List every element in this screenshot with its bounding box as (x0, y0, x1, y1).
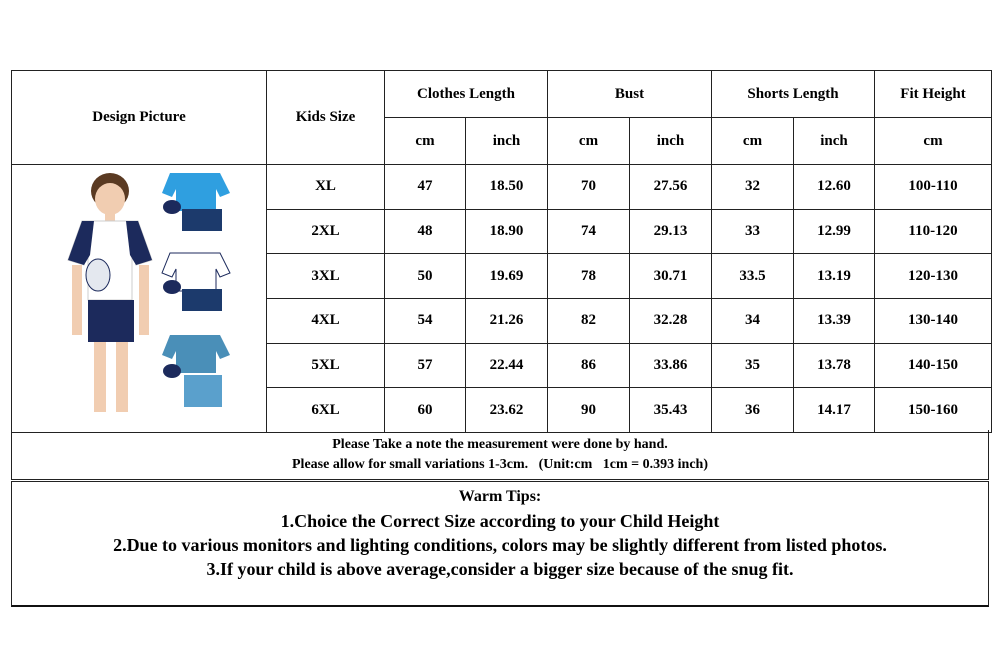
unit-header: inch (465, 117, 548, 165)
design-picture-header: Design Picture (11, 70, 267, 165)
value-cell: 78 (547, 253, 630, 299)
value-cell: 130-140 (874, 297, 992, 344)
value-cell: 90 (547, 387, 630, 433)
note-line: Please Take a note the measurement were … (332, 437, 668, 452)
value-cell: 14.17 (793, 387, 875, 433)
value-cell: 82 (547, 297, 630, 344)
clothes-length-header: Clothes Length (384, 70, 548, 118)
value-cell: 27.56 (629, 164, 712, 210)
value-cell: 29.13 (629, 208, 712, 255)
design-picture (11, 164, 267, 433)
shorts-length-header: Shorts Length (711, 70, 875, 118)
header-row-groups: Design Picture Kids Size Clothes Length … (11, 70, 992, 165)
table-row: 4XL 54 21.26 82 32.28 34 13.39 130-140 (12, 297, 992, 344)
value-cell: 32 (711, 164, 794, 210)
size-cell: 6XL (266, 387, 385, 433)
product-photo-image (67, 173, 231, 412)
value-cell: 23.62 (465, 387, 548, 433)
kids-size-header: Kids Size (266, 70, 385, 165)
value-cell: 110-120 (874, 208, 992, 255)
value-cell: 140-150 (874, 342, 992, 389)
value-cell: 12.60 (793, 164, 875, 210)
value-cell: 36 (711, 387, 794, 433)
value-cell: 57 (384, 342, 466, 389)
unit-header: inch (793, 117, 875, 165)
warm-tips: Warm Tips: 1.Choice the Correct Size acc… (11, 481, 989, 607)
value-cell: 47 (384, 164, 466, 210)
value-cell: 33.5 (711, 253, 794, 299)
unit-header: cm (547, 117, 630, 165)
value-cell: 32.28 (629, 297, 712, 344)
tip-line: 3.If your child is above average,conside… (206, 559, 794, 579)
value-cell: 12.99 (793, 208, 875, 255)
value-cell: 54 (384, 297, 466, 344)
value-cell: 18.90 (465, 208, 548, 255)
tips-title: Warm Tips: (458, 488, 542, 505)
value-cell: 22.44 (465, 342, 548, 389)
value-cell: 100-110 (874, 164, 992, 210)
value-cell: 13.39 (793, 297, 875, 344)
table-row: 6XL 60 23.62 90 35.43 36 14.17 150-160 (12, 387, 992, 433)
value-cell: 35 (711, 342, 794, 389)
header-row-units: cm inch cm inch cm inch cm (12, 117, 992, 165)
note-line: Please allow for small variations 1-3cm.… (292, 457, 708, 472)
tip-line: 1.Choice the Correct Size according to y… (280, 511, 720, 531)
tip-line: 2.Due to various monitors and lighting c… (113, 535, 887, 555)
unit-header: cm (874, 117, 992, 165)
value-cell: 13.78 (793, 342, 875, 389)
value-cell: 34 (711, 297, 794, 344)
value-cell: 19.69 (465, 253, 548, 299)
size-cell: XL (266, 164, 385, 210)
size-cell: 3XL (266, 253, 385, 299)
value-cell: 13.19 (793, 253, 875, 299)
size-chart-table: Design Picture Kids Size Clothes Length … (11, 70, 992, 433)
size-cell: 5XL (266, 342, 385, 389)
value-cell: 150-160 (874, 387, 992, 433)
fit-height-header: Fit Height (874, 70, 992, 118)
size-cell: 2XL (266, 208, 385, 255)
size-cell: 4XL (266, 297, 385, 344)
value-cell: 60 (384, 387, 466, 433)
bust-header: Bust (547, 70, 712, 118)
value-cell: 30.71 (629, 253, 712, 299)
value-cell: 33.86 (629, 342, 712, 389)
value-cell: 70 (547, 164, 630, 210)
value-cell: 18.50 (465, 164, 548, 210)
unit-header: cm (384, 117, 466, 165)
value-cell: 48 (384, 208, 466, 255)
value-cell: 74 (547, 208, 630, 255)
value-cell: 21.26 (465, 297, 548, 344)
value-cell: 35.43 (629, 387, 712, 433)
unit-header: inch (629, 117, 712, 165)
value-cell: 120-130 (874, 253, 992, 299)
table-row: XL 47 18.50 70 27.56 32 12.60 100-110 (11, 164, 992, 433)
table-row: 3XL 50 19.69 78 30.71 33.5 13.19 120-130 (12, 253, 992, 299)
unit-header: cm (711, 117, 794, 165)
value-cell: 50 (384, 253, 466, 299)
measurement-notes: Please Take a note the measurement were … (11, 430, 989, 480)
value-cell: 86 (547, 342, 630, 389)
value-cell: 33 (711, 208, 794, 255)
